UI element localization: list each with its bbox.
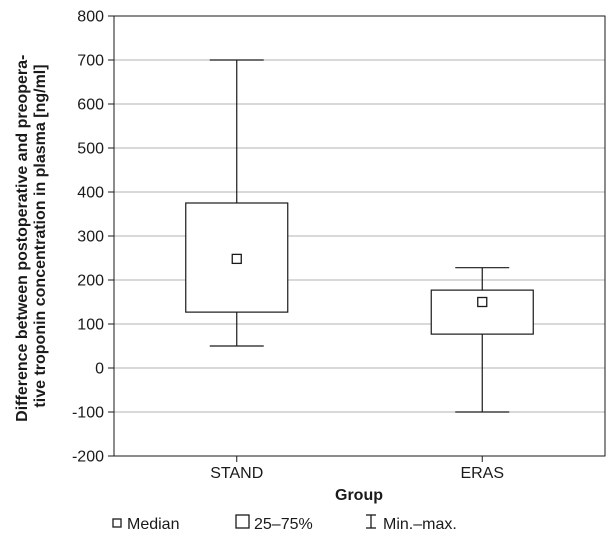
median-marker	[231, 253, 242, 265]
x-tick-label: STAND	[210, 465, 263, 482]
y-tick-label: 0	[95, 361, 104, 378]
y-tick-label: 200	[77, 273, 104, 290]
x-axis-title: Group	[335, 487, 383, 504]
y-axis-title-line-2: tive troponin concentration in plasma [n…	[32, 64, 49, 407]
y-tick-label: -200	[72, 449, 104, 466]
box-eras	[430, 267, 534, 413]
y-tick-label: 600	[77, 97, 104, 114]
svg-text:Difference between postoperati: Difference between postoperative and pre…	[14, 50, 49, 422]
legend-item-box: 25–75%	[235, 514, 313, 533]
box-stand	[185, 59, 289, 347]
x-tick-label: ERAS	[460, 465, 504, 482]
legend-box-label: 25–75%	[254, 516, 313, 533]
legend-item-whisker	[366, 514, 376, 529]
iqr-box	[430, 289, 534, 335]
y-tick-label: 400	[77, 185, 104, 202]
box-series	[185, 59, 534, 413]
legend: Median 25–75% Min.–max.	[112, 514, 457, 533]
y-tick-label: 500	[77, 141, 104, 158]
y-tick-label: 800	[77, 9, 104, 26]
legend-item-median: Median	[112, 516, 179, 533]
legend-median-label: Median	[127, 516, 179, 533]
legend-median-symbol	[112, 518, 122, 528]
y-tick-label: 300	[77, 229, 104, 246]
y-axis-title: Difference between postoperative and pre…	[14, 50, 49, 422]
y-axis-ticks: 800 700 600 500 400 300 200 100 0 -100 -200	[72, 9, 114, 466]
legend-whisker-label: Min.–max.	[383, 516, 457, 533]
y-tick-label: 700	[77, 53, 104, 70]
y-axis-title-line-1: Difference between postoperative and pre…	[14, 55, 31, 422]
median-marker	[477, 296, 488, 308]
y-tick-label: 100	[77, 317, 104, 334]
y-tick-label: -100	[72, 405, 104, 422]
x-axis-ticks: STAND ERAS	[210, 456, 504, 482]
legend-box-symbol	[235, 514, 250, 529]
